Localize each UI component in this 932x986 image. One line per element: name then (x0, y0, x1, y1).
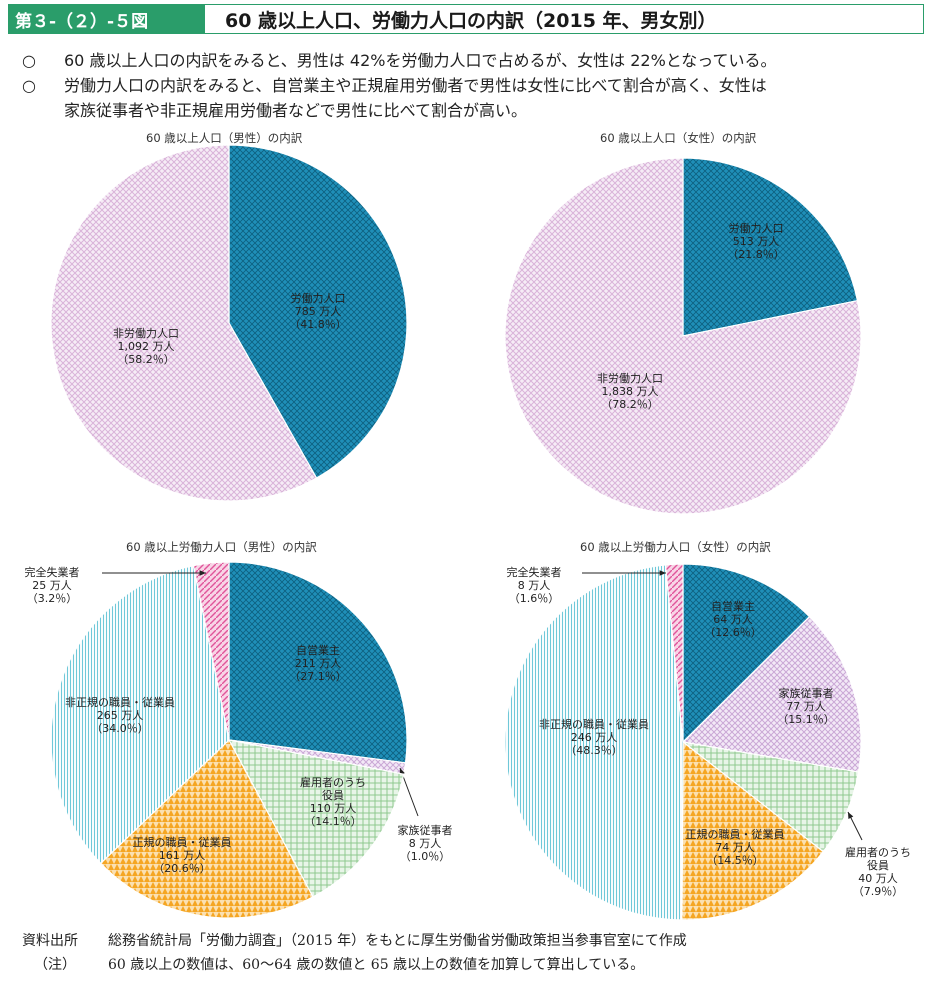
slice-label-nonregular: 非正規の職員・従業員 246 万人（48.3％） (539, 717, 649, 757)
summary-text-2a: 労働力人口の内訳をみると、自営業主や正規雇用労働者で男性は女性に比べて割合が高く… (64, 76, 767, 95)
pie-chart-3: 自営業主 211 万人（27.1％） 家族従事者 8 万人（1.0％） 雇用者のうち役員… (25, 561, 453, 919)
slice-label-nonregular: 非正規の職員・従業員 265 万人（34.0％） (65, 695, 175, 735)
note-text: 60 歳以上の数値は、60～64 歳の数値と 65 歳以上の数値を加算して算出し… (108, 957, 645, 973)
pie-slice-self (682, 563, 811, 744)
slice-label-regular: 正規の職員・従業員 74 万人（14.5％） (686, 827, 785, 867)
slice-label-officer: 雇用者のうち役員 110 万人（14.1％） (300, 775, 366, 828)
chart-title-male-labor: 60 歳以上労働力人口（男性）の内訳 (126, 540, 317, 554)
summary: ○ 60 歳以上人口の内訳をみると、男性は 42%を労働力人口で占めるが、女性は… (22, 48, 922, 123)
leader-arrow-icon (199, 570, 206, 576)
slice-label-officer: 雇用者のうち役員 40 万人（7.9％） (845, 845, 911, 898)
pie-slice-nonlabor (504, 157, 862, 515)
pie-chart-1: 労働力人口 785 万人（41.8％） 非労働力人口 1,092 万人（58.2％） (50, 144, 408, 502)
pie-slice-unemployed (192, 561, 230, 741)
pie-slice-labor (228, 144, 408, 479)
leader-arrow-icon (659, 570, 666, 576)
slice-label-self: 自営業主 211 万人（27.1％） (289, 643, 347, 683)
pie-slice-labor (682, 157, 859, 337)
bullet-icon: ○ (22, 51, 36, 70)
pie-slice-regular (681, 740, 825, 921)
bullet-icon: ○ (22, 76, 36, 95)
slice-label-unemployed: 完全失業者 25 万人（3.2％） (25, 565, 80, 605)
slice-label-self: 自営業主 64 万人（12.6％） (704, 599, 762, 639)
pie-slice-unemployed (664, 563, 684, 743)
slice-label-nonlabor: 非労働力人口 1,092 万人（58.2％） (113, 326, 179, 366)
figure-title: 60 歳以上人口、労働力人口の内訳（2015 年、男女別） (225, 9, 717, 32)
slice-label-family: 家族従事者 8 万人（1.0％） (398, 823, 453, 863)
summary-text-2b: 家族従事者や非正規雇用労働者などで男性に比べて割合が高い。 (64, 101, 528, 120)
pie-slice-family (681, 615, 862, 773)
summary-text-1: 60 歳以上人口の内訳をみると、男性は 42%を労働力人口で占めるが、女性は 2… (64, 51, 777, 70)
pie-slice-officer (227, 739, 405, 898)
slice-label-labor: 労働力人口 785 万人（41.8％） (289, 291, 347, 331)
summary-point-1: ○ 60 歳以上人口の内訳をみると、男性は 42%を労働力人口で占めるが、女性は… (22, 48, 922, 73)
note-line: （注） 60 歳以上の数値は、60～64 歳の数値と 65 歳以上の数値を加算して… (22, 954, 644, 974)
chart-title-male-population: 60 歳以上人口（男性）の内訳 (146, 131, 303, 145)
source-line: 資料出所 総務省統計局「労働力調査」（2015 年）をもとに厚生労働省労働政策担当… (22, 930, 687, 950)
pie-slice-nonlabor (50, 144, 318, 502)
figure-number: 第３-（２）-５図 (9, 5, 205, 33)
pie-slice-nonregular (50, 564, 230, 865)
slice-label-regular: 正規の職員・従業員 161 万人（20.6％） (133, 835, 232, 875)
pie-charts: 労働力人口 785 万人（41.8％）非労働力人口 1,092 万人（58.2％）労… (25, 144, 911, 921)
slice-label-unemployed: 完全失業者 8 万人（1.6％） (507, 565, 562, 605)
pie-slice-nonregular (504, 564, 684, 921)
slice-label-family: 家族従事者 77 万人（15.1％） (777, 686, 835, 726)
slice-label-labor: 労働力人口 513 万人（21.8％） (727, 221, 785, 261)
figure-header: 第３-（２）-５図 60 歳以上人口、労働力人口の内訳（2015 年、男女別） (8, 4, 924, 34)
slice-label-nonlabor: 非労働力人口 1,838 万人（78.2％） (597, 371, 663, 411)
summary-point-2: ○ 労働力人口の内訳をみると、自営業主や正規雇用労働者で男性は女性に比べて割合が… (22, 73, 922, 98)
source-label: 資料出所 (22, 933, 78, 949)
note-label: （注） (34, 957, 76, 973)
pie-slice-self (228, 561, 408, 764)
pie-slice-regular (99, 739, 314, 919)
chart-title-female-labor: 60 歳以上労働力人口（女性）の内訳 (580, 540, 771, 554)
source-text: 総務省統計局「労働力調査」（2015 年）をもとに厚生労働省労働政策担当参事官室… (108, 933, 687, 949)
leader-arrow-icon (848, 812, 854, 819)
pie-chart-2: 労働力人口 513 万人（21.8％） 非労働力人口 1,838 万人（78.2％） (504, 157, 862, 515)
pie-chart-4: 自営業主 64 万人（12.6％） 家族従事者 77 万人（15.1％） 雇用者のうち役… (504, 563, 911, 921)
chart-title-female-population: 60 歳以上人口（女性）の内訳 (600, 131, 757, 145)
